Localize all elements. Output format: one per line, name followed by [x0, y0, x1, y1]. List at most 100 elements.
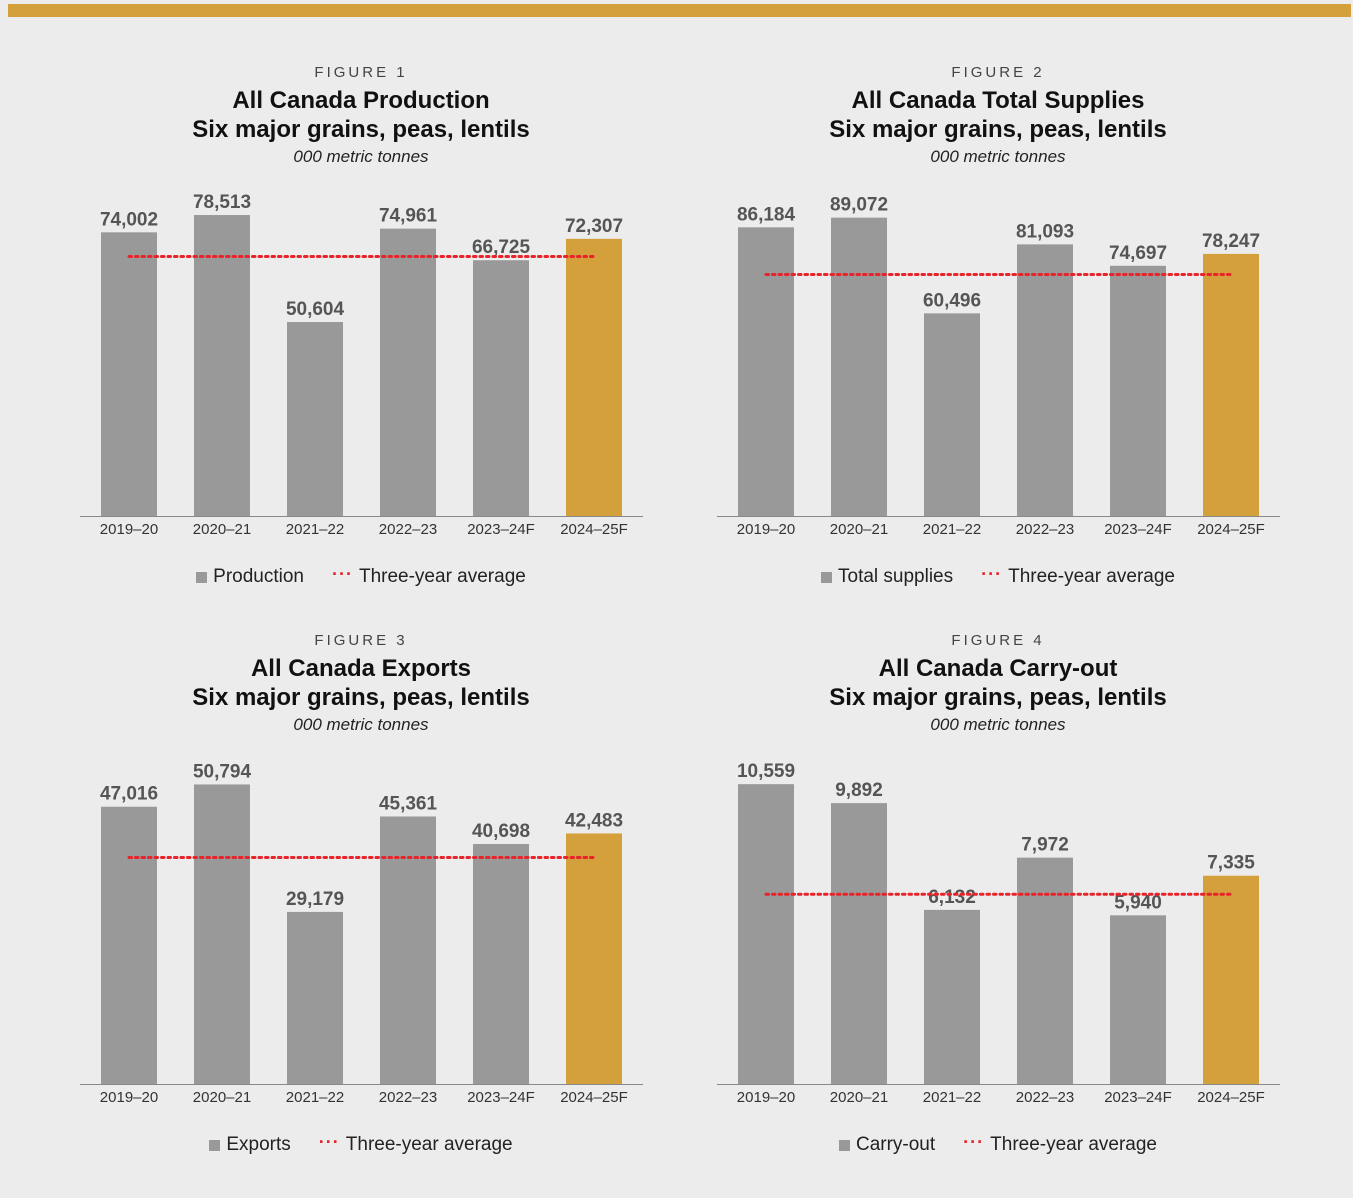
- x-tick-label: 2021–22: [286, 521, 344, 538]
- bar-value-label: 29,179: [286, 889, 344, 910]
- top-accent-bar: [8, 4, 1351, 17]
- bar-value-label: 7,972: [1021, 835, 1069, 856]
- bar-highlight: [566, 238, 622, 516]
- bar-value-label: 40,698: [472, 821, 530, 842]
- figure-label: FIGURE 3: [314, 632, 408, 649]
- bar-value-label: 6,132: [928, 887, 976, 908]
- bar-value-label: 72,307: [565, 216, 623, 237]
- figure-1-panel: FIGURE 1 All Canada Production Six major…: [43, 62, 679, 630]
- legend-item-series: Production: [196, 566, 304, 588]
- bar-value-label: 7,335: [1207, 853, 1255, 874]
- x-tick-label: 2021–22: [923, 521, 981, 538]
- legend: Production ··· Three-year average: [43, 565, 679, 588]
- bar-value-label: 78,247: [1202, 231, 1260, 252]
- legend: Total supplies ··· Three-year average: [680, 565, 1316, 588]
- bar-value-label: 60,496: [923, 290, 981, 311]
- bar-chart: 47,016 2019–20 50,794 2020–21 29,179 2021–22 4…: [80, 761, 643, 1106]
- x-tick-label: 2024–25F: [560, 521, 628, 538]
- bar: [1017, 857, 1073, 1084]
- legend-bar-swatch: [838, 1139, 850, 1151]
- x-tick-label: 2023–24F: [467, 1089, 535, 1106]
- figure-title: All Canada Carry-out: [878, 655, 1118, 682]
- legend-series-label: Production: [213, 566, 304, 587]
- x-tick-label: 2024–25F: [1197, 1089, 1265, 1106]
- figure-unit: 000 metric tonnes: [293, 715, 429, 734]
- figure-3-panel: FIGURE 3 All Canada Exports Six major gr…: [43, 630, 679, 1198]
- bar-value-label: 50,604: [286, 299, 345, 320]
- figure-2-panel: FIGURE 2 All Canada Total Supplies Six m…: [680, 62, 1316, 630]
- x-tick-label: 2023–24F: [467, 521, 535, 538]
- legend-bar-swatch: [821, 571, 832, 583]
- bar-value-label: 74,697: [1109, 243, 1167, 264]
- x-tick-label: 2019–20: [100, 1089, 158, 1106]
- bar-value-label: 9,892: [835, 780, 883, 801]
- bar: [380, 816, 436, 1084]
- figure-subtitle: Six major grains, peas, lentils: [192, 116, 530, 143]
- bar: [101, 806, 157, 1084]
- bar-value-label: 50,794: [193, 761, 252, 782]
- legend-item-average: ··· Three-year average: [963, 1132, 1157, 1156]
- bar: [1017, 244, 1073, 517]
- x-tick-label: 2020–21: [193, 521, 251, 538]
- legend-item-average: ··· Three-year average: [332, 565, 526, 588]
- legend-item-average: ··· Three-year average: [319, 1133, 513, 1156]
- x-tick-label: 2024–25F: [1197, 521, 1265, 538]
- figure-unit: 000 metric tonnes: [930, 715, 1066, 734]
- figure-label: FIGURE 1: [314, 64, 408, 81]
- legend: Carry-out ··· Three-year average: [680, 1132, 1316, 1156]
- x-tick-label: 2022–23: [1016, 1089, 1074, 1106]
- bar: [924, 313, 980, 516]
- bar-value-label: 42,483: [565, 810, 623, 831]
- figure-subtitle: Six major grains, peas, lentils: [829, 684, 1167, 711]
- x-tick-label: 2022–23: [379, 521, 437, 538]
- bar-value-label: 45,361: [379, 793, 438, 814]
- x-tick-label: 2021–22: [286, 1089, 344, 1106]
- bar: [287, 911, 343, 1084]
- figure-title: All Canada Exports: [250, 655, 472, 682]
- bar: [194, 784, 250, 1084]
- bar: [924, 909, 980, 1084]
- legend-item-series: Carry-out: [838, 1134, 936, 1156]
- figure-4-panel: FIGURE 4 All Canada Carry-out Six major …: [680, 630, 1316, 1198]
- legend-item-average: ··· Three-year average: [981, 565, 1175, 588]
- bar-value-label: 66,725: [472, 237, 531, 258]
- bar: [380, 228, 436, 516]
- x-tick-label: 2020–21: [193, 1089, 251, 1106]
- bar: [738, 227, 794, 516]
- legend-average-label: Three-year average: [345, 1134, 513, 1155]
- bar-highlight: [566, 833, 622, 1084]
- bar-value-label: 74,961: [379, 206, 438, 227]
- legend-bar-swatch: [209, 1139, 221, 1151]
- bar-value-label: 5,940: [1114, 892, 1162, 913]
- bar-value-label: 81,093: [1016, 221, 1074, 242]
- figure-label: FIGURE 4: [951, 632, 1045, 649]
- bar: [1110, 915, 1166, 1084]
- figure-label: FIGURE 2: [951, 64, 1045, 81]
- x-tick-label: 2019–20: [737, 521, 795, 538]
- bar-chart: 86,184 2019–20 89,072 2020–21 60,496 2021–22 8…: [717, 195, 1280, 538]
- x-tick-label: 2019–20: [100, 521, 158, 538]
- figure-unit: 000 metric tonnes: [293, 147, 429, 166]
- figure-subtitle: Six major grains, peas, lentils: [829, 116, 1167, 143]
- legend-series-label: Total supplies: [838, 566, 954, 587]
- x-tick-label: 2021–22: [923, 1089, 981, 1106]
- legend-series-label: Carry-out: [855, 1134, 936, 1155]
- figure-subtitle: Six major grains, peas, lentils: [192, 684, 530, 711]
- bar: [287, 322, 343, 516]
- x-tick-label: 2024–25F: [560, 1089, 628, 1106]
- legend-average-label: Three-year average: [1008, 566, 1175, 587]
- x-tick-label: 2020–21: [830, 1089, 888, 1106]
- x-tick-label: 2020–21: [830, 521, 888, 538]
- legend-item-series: Total supplies: [821, 566, 953, 588]
- legend-item-series: Exports: [209, 1134, 291, 1156]
- bar-value-label: 47,016: [100, 784, 158, 805]
- bar: [101, 232, 157, 516]
- bar-value-label: 74,002: [100, 209, 158, 230]
- x-tick-label: 2023–24F: [1104, 521, 1172, 538]
- bar-highlight: [1203, 253, 1259, 517]
- bar-value-label: 10,559: [737, 761, 795, 782]
- bar: [738, 784, 794, 1084]
- legend-dots-swatch: ···: [963, 1132, 985, 1152]
- legend-bar-swatch: [196, 571, 208, 583]
- x-tick-label: 2023–24F: [1104, 1089, 1172, 1106]
